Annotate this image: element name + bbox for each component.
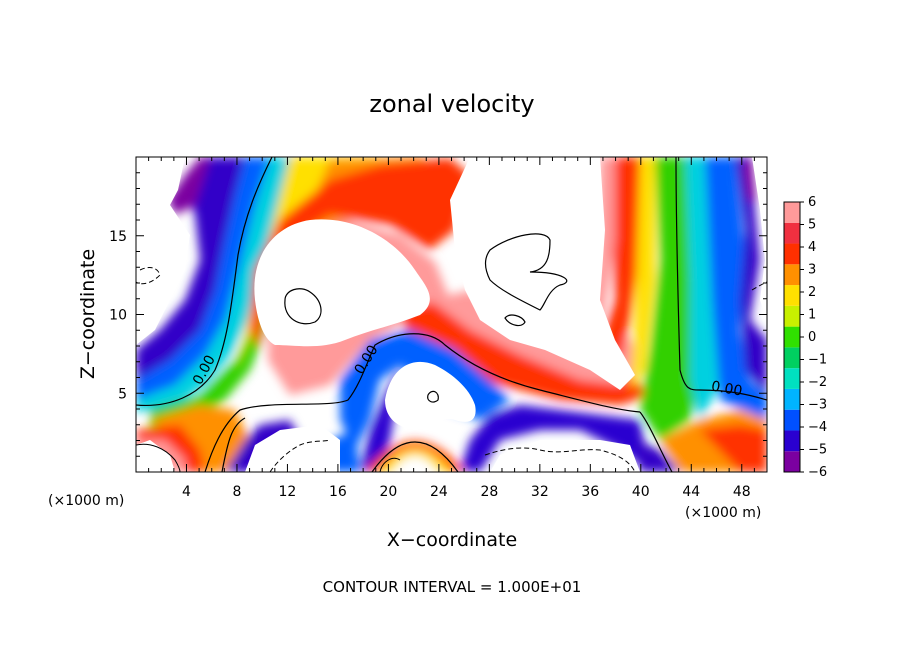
x-axis-title: X−coordinate [387, 529, 517, 551]
colorbar-swatch [784, 202, 800, 223]
contour-interval-note: CONTOUR INTERVAL = 1.000E+01 [323, 578, 582, 596]
colorbar-tick-label: 4 [808, 240, 816, 255]
field-band [636, 440, 680, 472]
plot-area: 0.00 0.00 0.00 [136, 157, 767, 472]
colorbar-tick-label: −1 [808, 353, 827, 368]
x-tick-label: 16 [329, 484, 347, 500]
x-tick-label: 24 [430, 484, 448, 500]
colorbar-swatch [784, 388, 800, 410]
contour-zero-left-vert [221, 417, 246, 472]
colorbar-swatch [784, 409, 800, 431]
colorbar: 6 5 4 3 2 1 0 −1 −2 −3 −4 −5 −6 [783, 195, 827, 480]
contour-arc-bottom [371, 441, 459, 472]
colorbar-swatch [784, 243, 800, 265]
field-band [735, 157, 767, 395]
contour-solid-small [136, 443, 181, 472]
x-unit-left: (×1000 m) [48, 493, 124, 509]
contour-closed-1 [284, 288, 322, 325]
contour-label: 0.00 [710, 378, 743, 399]
colorbar-swatch [784, 222, 800, 244]
colorbar-tick-label: 6 [808, 195, 816, 210]
colorbar-swatch [784, 305, 800, 327]
y-tick-label: 15 [109, 229, 127, 245]
void [136, 440, 175, 472]
colorbar-swatch [784, 285, 800, 306]
x-tick-label: 12 [279, 484, 297, 500]
field-band [136, 157, 300, 412]
field-band [460, 405, 650, 472]
chart-title: zonal velocity [369, 90, 534, 118]
field-band [168, 157, 210, 215]
field-band [705, 157, 767, 420]
contour-closed-4 [427, 390, 439, 403]
contour-lines [136, 157, 767, 472]
y-axis-title: Z−coordinate [77, 249, 99, 379]
contour-closed-2 [484, 233, 568, 311]
void [245, 425, 340, 472]
field-band [340, 330, 510, 450]
colorbar-tick-label: 1 [808, 308, 816, 323]
colorbar-swatch [784, 264, 800, 286]
void [450, 157, 635, 390]
contour-zero-low [204, 333, 641, 472]
field-band [250, 158, 470, 350]
field-band [640, 157, 700, 440]
x-tick-label: 4 [182, 484, 191, 500]
x-tick-label: 36 [581, 484, 599, 500]
contour-thin [136, 443, 401, 472]
field-band [600, 157, 640, 360]
x-tick-label: 48 [733, 484, 751, 500]
field-band [136, 157, 275, 405]
contour-dashed [269, 439, 331, 472]
colorbar-tick-label: 3 [808, 263, 816, 278]
void [136, 157, 190, 345]
void [385, 361, 476, 430]
x-tick-label: 40 [632, 484, 650, 500]
field-band [685, 157, 720, 420]
void [254, 219, 430, 347]
y-axis: 5 10 15 [109, 172, 767, 457]
contour-zero-left [136, 157, 273, 407]
x-unit-right: (×1000 m) [685, 505, 761, 521]
contour-zero-right [675, 157, 767, 401]
contour-closed-3 [504, 314, 526, 327]
y-tick-label: 5 [118, 386, 127, 402]
contour-dashed [484, 447, 636, 472]
x-axis: 4 8 12 16 20 24 28 32 36 40 44 48 [148, 157, 755, 500]
field-band [742, 157, 756, 200]
x-tick-label: 8 [232, 484, 241, 500]
x-tick-label: 28 [480, 484, 498, 500]
colorbar-tick-label: −3 [808, 398, 827, 413]
x-tick-label: 44 [682, 484, 700, 500]
y-tick-label: 10 [109, 308, 127, 324]
contour-dashed [136, 267, 161, 285]
colorbar-tick-label: 2 [808, 285, 816, 300]
colorbar-tick-label: −5 [808, 443, 827, 458]
out-of-range-voids [136, 157, 767, 472]
colorbar-tick-label: 5 [808, 218, 816, 233]
colorbar-swatch [784, 451, 800, 472]
field-band [630, 157, 655, 390]
colorbar-swatch [784, 368, 800, 389]
colorbar-tick-label: 0 [808, 330, 816, 345]
colorbar-swatch [784, 326, 800, 348]
void [752, 157, 767, 320]
colorbar-tick-label: −2 [808, 375, 827, 390]
colorbar-tick-label: −6 [808, 465, 827, 480]
field-band [700, 425, 767, 472]
colorbar-tick-label: −4 [808, 420, 827, 435]
contour-solid-small [379, 457, 401, 472]
colorbar-swatch [784, 347, 800, 369]
colorbar-swatch [784, 430, 800, 452]
contour-zero-right-low [639, 411, 673, 472]
x-tick-label: 20 [379, 484, 397, 500]
x-tick-label: 32 [531, 484, 549, 500]
field-band [136, 157, 260, 400]
